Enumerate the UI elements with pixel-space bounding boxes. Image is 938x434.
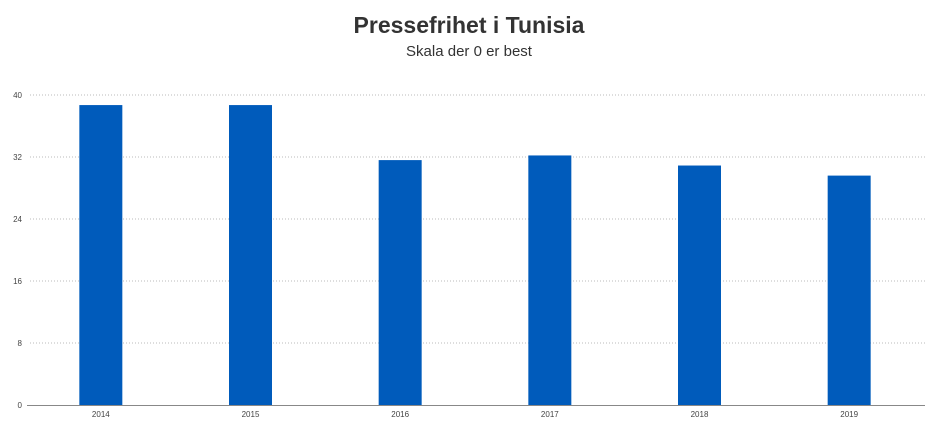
y-tick-label: 40 [13, 91, 22, 100]
x-tick-label: 2017 [541, 410, 559, 419]
bar-2015 [229, 105, 272, 405]
x-tick-label: 2019 [840, 410, 858, 419]
bar-2016 [378, 160, 422, 405]
chart-title: Pressefrihet i Tunisia [353, 12, 585, 38]
y-tick-label: 8 [18, 339, 23, 348]
x-tick-label: 2018 [691, 410, 709, 419]
x-tick-label: 2015 [242, 410, 260, 419]
y-tick-label: 24 [13, 215, 22, 224]
x-tick-label: 2014 [92, 410, 110, 419]
bar-2014 [79, 105, 123, 405]
y-tick-label: 0 [18, 401, 23, 410]
y-tick-label: 32 [13, 153, 22, 162]
chart-subtitle: Skala der 0 er best [406, 43, 532, 60]
bar-2017 [528, 155, 572, 405]
y-tick-label: 16 [13, 277, 22, 286]
bar-2019 [827, 175, 871, 405]
x-tick-label: 2016 [391, 410, 409, 419]
bar-2018 [678, 165, 721, 405]
